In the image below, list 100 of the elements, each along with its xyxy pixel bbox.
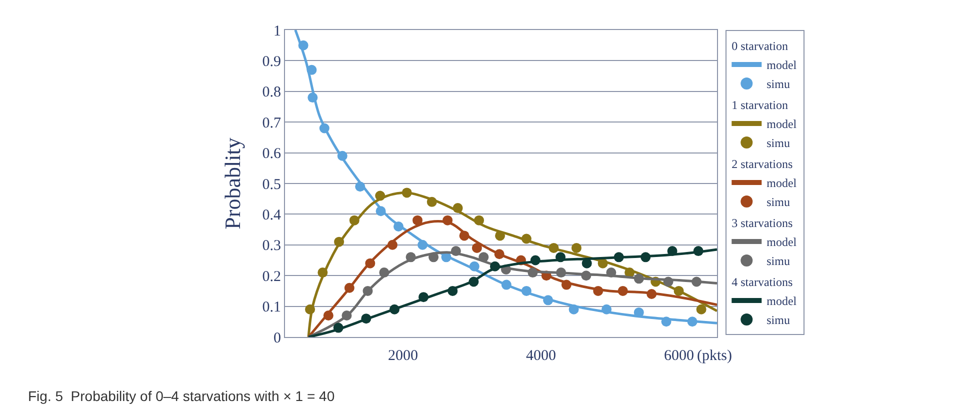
legend-label: simu [766, 77, 790, 92]
x-tick-label: 6000 [664, 348, 694, 364]
point [306, 64, 317, 75]
point [663, 276, 674, 287]
y-tick-label: 0.7 [262, 115, 282, 132]
point [344, 282, 354, 293]
legend-label: model [766, 235, 798, 250]
text: 3 starvations [732, 216, 793, 230]
point [548, 242, 559, 253]
point [355, 182, 366, 192]
point [474, 215, 484, 226]
point [323, 310, 334, 321]
point [308, 92, 318, 103]
caption: Fig. 5 Probability of 0–4 starvations with × 1 = 40 [28, 388, 335, 404]
x-tick-label: 4000 [526, 348, 556, 364]
point [556, 268, 566, 278]
point [543, 295, 554, 306]
y-tick-label: 0.2 [262, 268, 281, 285]
point [495, 230, 506, 241]
legend-label: simu [766, 195, 790, 210]
point [448, 286, 458, 296]
point [459, 230, 470, 241]
point [687, 316, 698, 327]
text: 0 starvation [732, 39, 788, 54]
point [624, 268, 635, 278]
point [337, 150, 348, 161]
point [389, 304, 400, 314]
point [556, 252, 566, 262]
y-tick-label: 0.5 [262, 176, 281, 193]
point [418, 240, 428, 250]
point [412, 215, 422, 226]
legend-label: model [766, 294, 798, 308]
point [646, 289, 657, 300]
legend-label: simu [766, 254, 790, 268]
y-tick-label: 0.8 [262, 84, 281, 101]
point [561, 280, 572, 290]
point [428, 252, 439, 262]
point [528, 268, 538, 278]
point [618, 286, 628, 296]
point [452, 203, 463, 214]
point [468, 276, 479, 287]
point [333, 322, 344, 333]
text: 2 starvations [732, 157, 793, 172]
point [674, 286, 684, 296]
text: 4 starvations [732, 275, 793, 290]
point [406, 252, 416, 262]
point [402, 188, 412, 198]
point [450, 246, 461, 256]
y-tick-label: 0.3 [262, 238, 281, 254]
point [394, 221, 404, 232]
point [426, 196, 437, 207]
point [598, 258, 608, 268]
point [418, 292, 429, 302]
point [365, 258, 376, 268]
point [501, 280, 512, 290]
y-tick-label: 0 [274, 330, 281, 346]
y-tick-label: 0.9 [262, 54, 281, 70]
point [319, 123, 330, 134]
point [640, 252, 651, 262]
point [696, 304, 706, 314]
y-tick-label: 1 [274, 23, 281, 40]
legend-label: simu [766, 313, 790, 328]
point [571, 242, 582, 253]
point [490, 261, 500, 272]
point [478, 252, 489, 262]
text: 1 starvation [732, 98, 788, 112]
point [581, 270, 592, 281]
point [593, 286, 604, 296]
point [376, 206, 386, 216]
point [521, 286, 532, 296]
y-axis-title: Probablity [220, 138, 246, 230]
point [387, 240, 398, 250]
point [521, 234, 532, 244]
point [379, 268, 390, 278]
y-tick-label: 0.4 [262, 207, 282, 224]
point [305, 304, 316, 314]
point [441, 252, 452, 262]
point [494, 249, 504, 260]
legend-label: model [766, 176, 798, 190]
point [334, 236, 344, 247]
point [442, 215, 453, 226]
legend-label: model [766, 117, 798, 132]
point [582, 258, 592, 268]
point [530, 255, 540, 266]
point [342, 310, 352, 321]
legend-label: simu [766, 136, 790, 150]
point [349, 215, 360, 226]
y-tick-label: 0.6 [262, 146, 282, 162]
point [634, 274, 644, 284]
point [602, 304, 612, 314]
x-axis-title: (pkts) [697, 348, 732, 364]
point [361, 314, 372, 324]
line-series [294, 30, 717, 324]
point [469, 261, 480, 272]
point [614, 252, 624, 262]
point [472, 242, 482, 253]
point [693, 246, 704, 256]
point [375, 190, 386, 201]
legend-label: model [766, 58, 798, 72]
point [661, 316, 672, 327]
